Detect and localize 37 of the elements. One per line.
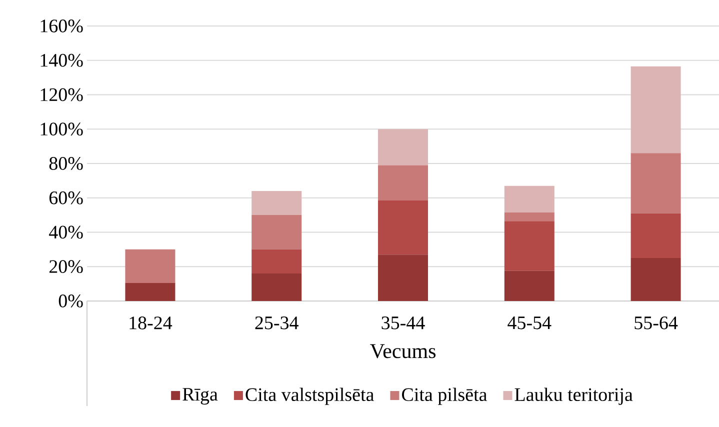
legend-label: Rīga <box>182 388 218 405</box>
x-tick-label: 25-34 <box>255 316 298 330</box>
bar <box>630 213 681 258</box>
y-tick-label: 140% <box>40 54 83 67</box>
legend-label: Cita valstspilsēta <box>246 388 374 405</box>
bar <box>630 153 681 214</box>
y-tick-label: 80% <box>49 157 83 170</box>
legend-label: Cita pilsēta <box>402 388 487 405</box>
bar <box>378 165 428 200</box>
bar <box>378 129 428 166</box>
bar <box>504 212 554 222</box>
bar <box>504 186 554 212</box>
y-tick-label: 120% <box>40 88 83 102</box>
bar <box>378 200 428 255</box>
bar <box>125 249 176 283</box>
bar <box>252 249 302 274</box>
y-tick-label: 0% <box>58 294 83 308</box>
x-axis-title: Vecums <box>370 344 436 358</box>
bar <box>630 258 681 301</box>
bar <box>630 66 681 154</box>
y-tick-label: 60% <box>49 191 83 204</box>
y-tick-label: 160% <box>40 20 83 32</box>
bar <box>504 221 554 271</box>
legend-label: Lauku teritorija <box>514 388 633 405</box>
bar <box>252 273 302 301</box>
x-tick-label: 35-44 <box>382 316 425 330</box>
bar <box>378 254 428 301</box>
y-tick-label: 100% <box>40 122 83 136</box>
y-tick-label: 40% <box>49 226 83 239</box>
x-tick-label: 45-54 <box>508 316 552 330</box>
bar <box>252 215 302 250</box>
bar <box>252 190 302 216</box>
bar <box>125 282 176 301</box>
x-tick-label: 18-24 <box>130 316 172 330</box>
y-tick-label: 20% <box>49 260 83 274</box>
x-tick-label: 55-64 <box>634 316 678 330</box>
bar <box>504 270 554 301</box>
